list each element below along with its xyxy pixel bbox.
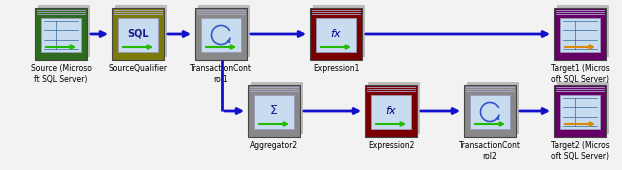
FancyBboxPatch shape xyxy=(560,18,600,52)
FancyBboxPatch shape xyxy=(557,5,609,57)
FancyBboxPatch shape xyxy=(115,5,167,57)
Text: SourceQualifier: SourceQualifier xyxy=(108,64,167,73)
Text: Target2 (Micros
oft SQL Server): Target2 (Micros oft SQL Server) xyxy=(550,141,610,161)
FancyBboxPatch shape xyxy=(557,82,609,134)
Text: SQL: SQL xyxy=(127,28,149,38)
FancyBboxPatch shape xyxy=(35,8,87,60)
FancyBboxPatch shape xyxy=(254,95,294,129)
FancyBboxPatch shape xyxy=(195,8,247,60)
Text: Source (Microso
ft SQL Server): Source (Microso ft SQL Server) xyxy=(30,64,91,84)
Text: Target1 (Micros
oft SQL Server): Target1 (Micros oft SQL Server) xyxy=(550,64,610,84)
FancyBboxPatch shape xyxy=(248,85,300,137)
FancyBboxPatch shape xyxy=(365,85,417,137)
FancyBboxPatch shape xyxy=(554,85,606,137)
FancyBboxPatch shape xyxy=(554,8,606,60)
FancyBboxPatch shape xyxy=(313,5,365,57)
Text: Expression1: Expression1 xyxy=(313,64,359,73)
Text: $fx$: $fx$ xyxy=(384,104,397,116)
FancyBboxPatch shape xyxy=(118,18,158,52)
Text: TransactionCont
rol1: TransactionCont rol1 xyxy=(190,64,252,84)
FancyBboxPatch shape xyxy=(38,5,90,57)
FancyBboxPatch shape xyxy=(464,85,516,137)
FancyBboxPatch shape xyxy=(368,82,420,134)
Text: Expression2: Expression2 xyxy=(368,141,414,150)
FancyBboxPatch shape xyxy=(198,5,250,57)
FancyBboxPatch shape xyxy=(371,95,411,129)
FancyBboxPatch shape xyxy=(41,18,81,52)
Text: Aggregator2: Aggregator2 xyxy=(250,141,298,150)
Text: TransactionCont
rol2: TransactionCont rol2 xyxy=(459,141,521,161)
FancyBboxPatch shape xyxy=(310,8,362,60)
FancyBboxPatch shape xyxy=(201,18,241,52)
FancyBboxPatch shape xyxy=(316,18,356,52)
FancyBboxPatch shape xyxy=(560,95,600,129)
Text: $\Sigma$: $\Sigma$ xyxy=(269,104,279,116)
FancyBboxPatch shape xyxy=(112,8,164,60)
FancyBboxPatch shape xyxy=(470,95,510,129)
FancyBboxPatch shape xyxy=(467,82,519,134)
Text: $fx$: $fx$ xyxy=(330,27,342,39)
FancyBboxPatch shape xyxy=(251,82,303,134)
